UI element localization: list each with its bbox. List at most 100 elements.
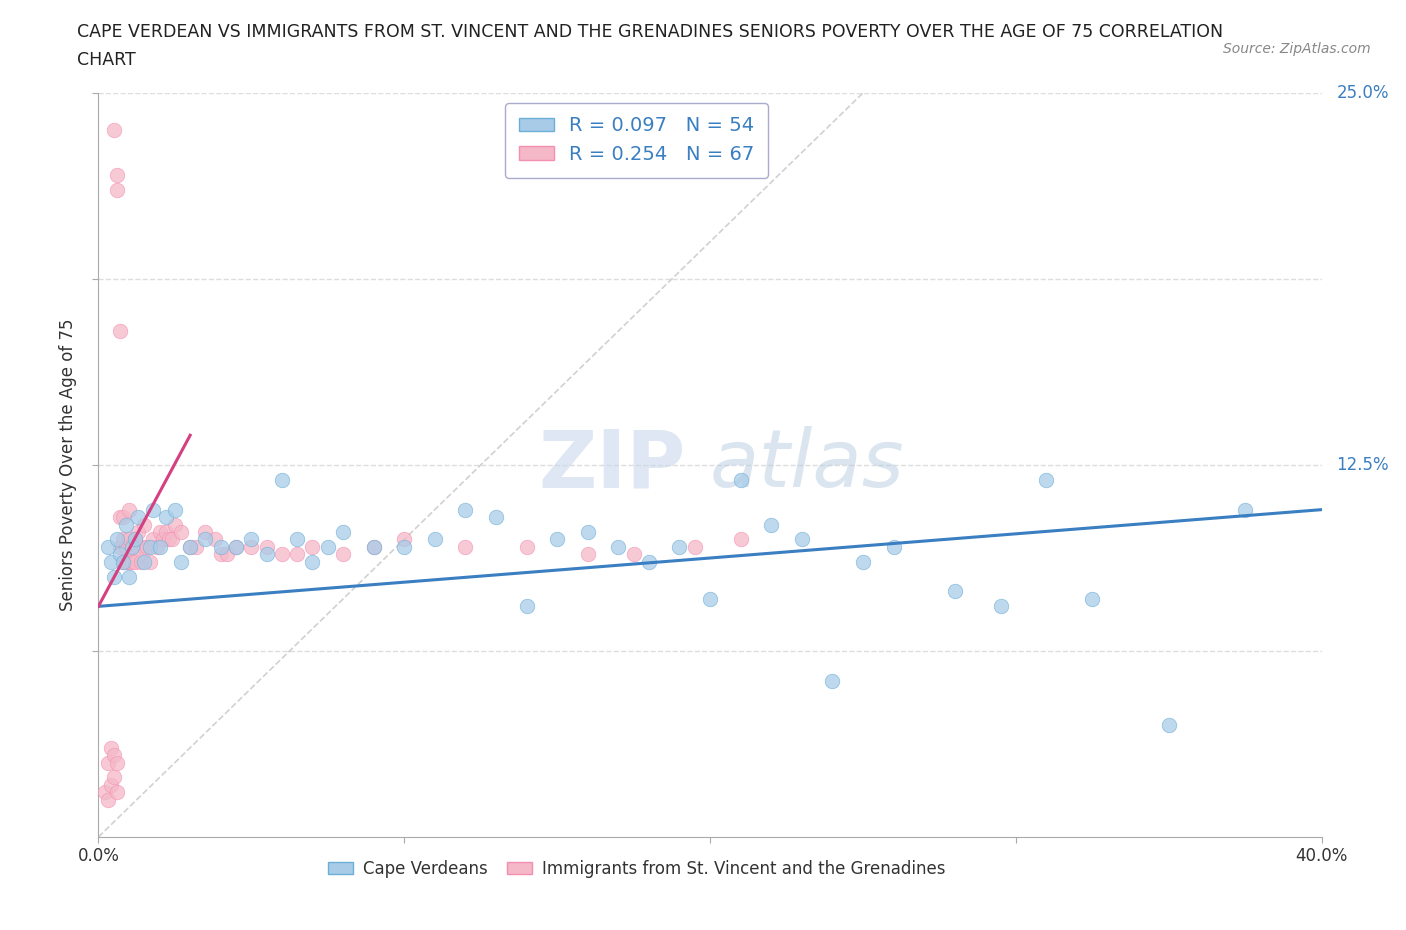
Point [121,539,143,554]
Point [134,554,156,569]
Point [392,532,416,547]
Point [194,525,217,539]
Point [118,532,141,547]
Point [97,755,120,770]
Point [103,770,125,785]
Point [215,547,238,562]
Text: 25.0%: 25.0% [1336,84,1389,102]
Point [759,517,782,532]
Text: ZIP: ZIP [538,426,686,504]
Y-axis label: Seniors Poverty Over the Age of 75: Seniors Poverty Over the Age of 75 [59,319,77,611]
Point [285,532,308,547]
Point [149,539,172,554]
Point [160,532,183,547]
Point [105,755,128,770]
Point [129,554,152,569]
Point [332,547,354,562]
Point [115,539,138,554]
Point [186,539,208,554]
Point [134,517,156,532]
Point [124,532,146,547]
Point [139,554,162,569]
Point [1035,472,1057,487]
Point [118,554,141,569]
Point [516,539,538,554]
Point [111,554,134,569]
Text: CAPE VERDEAN VS IMMIGRANTS FROM ST. VINCENT AND THE GRENADINES SENIORS POVERTY O: CAPE VERDEAN VS IMMIGRANTS FROM ST. VINC… [77,23,1223,41]
Point [209,539,232,554]
Point [97,539,120,554]
Point [943,584,966,599]
Point [332,525,354,539]
Text: 12.5%: 12.5% [1336,456,1389,474]
Point [149,525,172,539]
Point [121,554,143,569]
Point [105,785,128,800]
Point [121,539,143,554]
Point [115,554,138,569]
Point [316,539,339,554]
Point [256,547,278,562]
Point [637,554,661,569]
Point [204,532,226,547]
Point [100,740,122,755]
Point [108,324,131,339]
Point [111,554,134,569]
Point [179,539,201,554]
Point [699,591,721,606]
Point [790,532,813,547]
Point [623,547,645,562]
Point [108,547,131,562]
Point [516,599,538,614]
Point [225,539,247,554]
Point [105,182,128,197]
Point [105,532,128,547]
Point [103,569,125,584]
Point [142,502,165,517]
Point [270,472,292,487]
Legend: Cape Verdeans, Immigrants from St. Vincent and the Grenadines: Cape Verdeans, Immigrants from St. Vince… [321,853,952,884]
Point [852,554,875,569]
Point [155,510,177,525]
Point [454,502,477,517]
Point [139,539,162,554]
Point [115,517,138,532]
Point [142,532,165,547]
Point [1081,591,1104,606]
Point [194,532,217,547]
Point [1234,502,1257,517]
Point [124,554,146,569]
Point [145,539,167,554]
Point [454,539,477,554]
Point [170,554,193,569]
Point [127,539,149,554]
Point [423,532,446,547]
Point [93,785,115,800]
Point [100,554,122,569]
Point [134,539,156,554]
Point [270,547,292,562]
Point [363,539,385,554]
Point [127,525,149,539]
Point [127,510,149,525]
Point [392,539,416,554]
Point [576,525,599,539]
Point [179,539,201,554]
Point [301,554,323,569]
Point [157,532,180,547]
Point [118,569,141,584]
Point [103,748,125,763]
Point [170,525,193,539]
Point [100,777,122,792]
Point [163,502,186,517]
Point [124,532,146,547]
Point [209,547,232,562]
Point [103,123,125,138]
Point [225,539,247,554]
Point [240,532,263,547]
Point [108,510,131,525]
Text: CHART: CHART [77,51,136,69]
Point [111,510,134,525]
Point [136,539,159,554]
Point [163,517,186,532]
